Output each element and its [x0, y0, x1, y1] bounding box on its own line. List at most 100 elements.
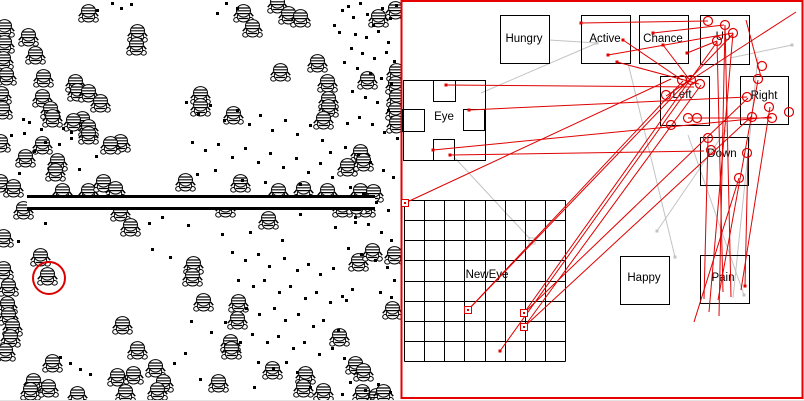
- world-panel[interactable]: [0, 0, 401, 401]
- creature-sprite[interactable]: [293, 379, 314, 398]
- creature-sprite[interactable]: [368, 9, 389, 28]
- creature-sprite[interactable]: [100, 136, 121, 155]
- eye-sensor-square[interactable]: [402, 109, 425, 132]
- creature-sprite[interactable]: [182, 268, 203, 287]
- food-dot: [379, 291, 382, 294]
- creature-sprite[interactable]: [307, 54, 328, 73]
- food-dot: [329, 151, 332, 154]
- node-box-up[interactable]: [700, 15, 750, 65]
- creature-sprite[interactable]: [107, 368, 128, 387]
- creature-sprite[interactable]: [290, 9, 311, 28]
- food-dot: [383, 131, 386, 134]
- node-box-happy[interactable]: [620, 256, 670, 305]
- creature-sprite[interactable]: [126, 37, 147, 56]
- creature-sprite[interactable]: [78, 126, 99, 145]
- creature-sprite[interactable]: [20, 382, 41, 401]
- creature-sprite[interactable]: [385, 76, 401, 95]
- red-link-line: [468, 96, 748, 111]
- food-dot: [346, 122, 349, 125]
- creature-sprite[interactable]: [313, 111, 334, 130]
- creature-sprite[interactable]: [32, 136, 53, 155]
- creature-sprite[interactable]: [147, 382, 168, 401]
- creature-sprite[interactable]: [0, 35, 15, 54]
- creature-sprite[interactable]: [242, 19, 263, 38]
- creature-sprite[interactable]: [221, 341, 242, 360]
- creature-sprite[interactable]: [329, 328, 350, 347]
- food-dot: [371, 123, 374, 126]
- node-box-pain[interactable]: [700, 255, 750, 304]
- red-link-line: [717, 79, 759, 301]
- creature-sprite[interactable]: [337, 158, 358, 177]
- creature-sprite[interactable]: [227, 311, 248, 330]
- food-dot: [273, 307, 276, 310]
- creature-sprite[interactable]: [208, 374, 229, 393]
- creature-sprite[interactable]: [0, 101, 13, 120]
- creature-sprite[interactable]: [313, 383, 334, 401]
- node-box-chance[interactable]: [639, 15, 689, 64]
- creature-sprite[interactable]: [78, 84, 99, 103]
- food-dot: [344, 146, 347, 149]
- creature-sprite[interactable]: [18, 28, 39, 47]
- food-dot: [319, 162, 322, 165]
- food-dot: [89, 373, 92, 376]
- food-dot: [319, 273, 322, 276]
- food-dot: [380, 231, 383, 234]
- creature-sprite[interactable]: [15, 149, 36, 168]
- creature-sprite[interactable]: [90, 94, 111, 113]
- creature-sprite[interactable]: [25, 46, 46, 65]
- creature-sprite[interactable]: [353, 153, 374, 172]
- neweye-grid[interactable]: [404, 200, 566, 362]
- creature-sprite[interactable]: [193, 293, 214, 312]
- creature-sprite[interactable]: [33, 69, 54, 88]
- food-dot: [389, 391, 392, 394]
- node-box-right[interactable]: [740, 76, 789, 125]
- creature-sprite[interactable]: [3, 179, 24, 198]
- creature-sprite[interactable]: [382, 301, 401, 320]
- creature-sprite[interactable]: [78, 4, 99, 23]
- creature-sprite[interactable]: [120, 218, 141, 237]
- gray-link-line: [548, 39, 598, 44]
- creature-sprite[interactable]: [0, 134, 11, 153]
- creature-sprite[interactable]: [112, 316, 133, 335]
- food-dot: [33, 150, 36, 153]
- node-label-eye: Eye: [434, 111, 454, 123]
- creature-sprite[interactable]: [373, 384, 394, 401]
- food-dot: [299, 213, 302, 216]
- creature-sprite[interactable]: [384, 246, 401, 265]
- creature-sprite[interactable]: [362, 243, 383, 262]
- creature-sprite[interactable]: [0, 229, 14, 248]
- creature-sprite[interactable]: [357, 71, 378, 90]
- red-link-line: [523, 84, 702, 328]
- creature-sprite[interactable]: [233, 4, 254, 23]
- creature-sprite[interactable]: [230, 174, 251, 193]
- creature-sprite[interactable]: [45, 163, 66, 182]
- eye-sensor-square[interactable]: [433, 80, 456, 102]
- creature-sprite[interactable]: [317, 74, 338, 93]
- creature-sprite[interactable]: [63, 113, 84, 132]
- food-dot: [341, 9, 344, 12]
- creature-sprite[interactable]: [127, 341, 148, 360]
- creature-sprite[interactable]: [38, 379, 59, 398]
- creature-sprite[interactable]: [348, 253, 369, 272]
- creature-sprite[interactable]: [175, 173, 196, 192]
- creature-sprite[interactable]: [270, 63, 291, 82]
- red-link-line: [686, 40, 718, 54]
- node-box-hungry[interactable]: [500, 15, 550, 64]
- node-box-active[interactable]: [581, 15, 631, 64]
- food-dot: [217, 143, 220, 146]
- creature-sprite[interactable]: [123, 366, 144, 385]
- food-dot: [239, 341, 242, 344]
- creature-sprite[interactable]: [0, 278, 19, 297]
- food-dot: [278, 291, 281, 294]
- creature-sprite[interactable]: [0, 67, 17, 86]
- food-dot: [223, 119, 226, 122]
- creature-sprite[interactable]: [258, 211, 279, 230]
- creature-sprite[interactable]: [353, 363, 374, 382]
- creature-sprite[interactable]: [42, 109, 63, 128]
- creature-sprite[interactable]: [0, 343, 16, 362]
- creature-sprite[interactable]: [42, 354, 63, 373]
- creature-sprite[interactable]: [228, 294, 249, 313]
- creature-sprite[interactable]: [0, 19, 15, 38]
- food-dot: [151, 248, 154, 251]
- creature-sprite[interactable]: [0, 86, 12, 105]
